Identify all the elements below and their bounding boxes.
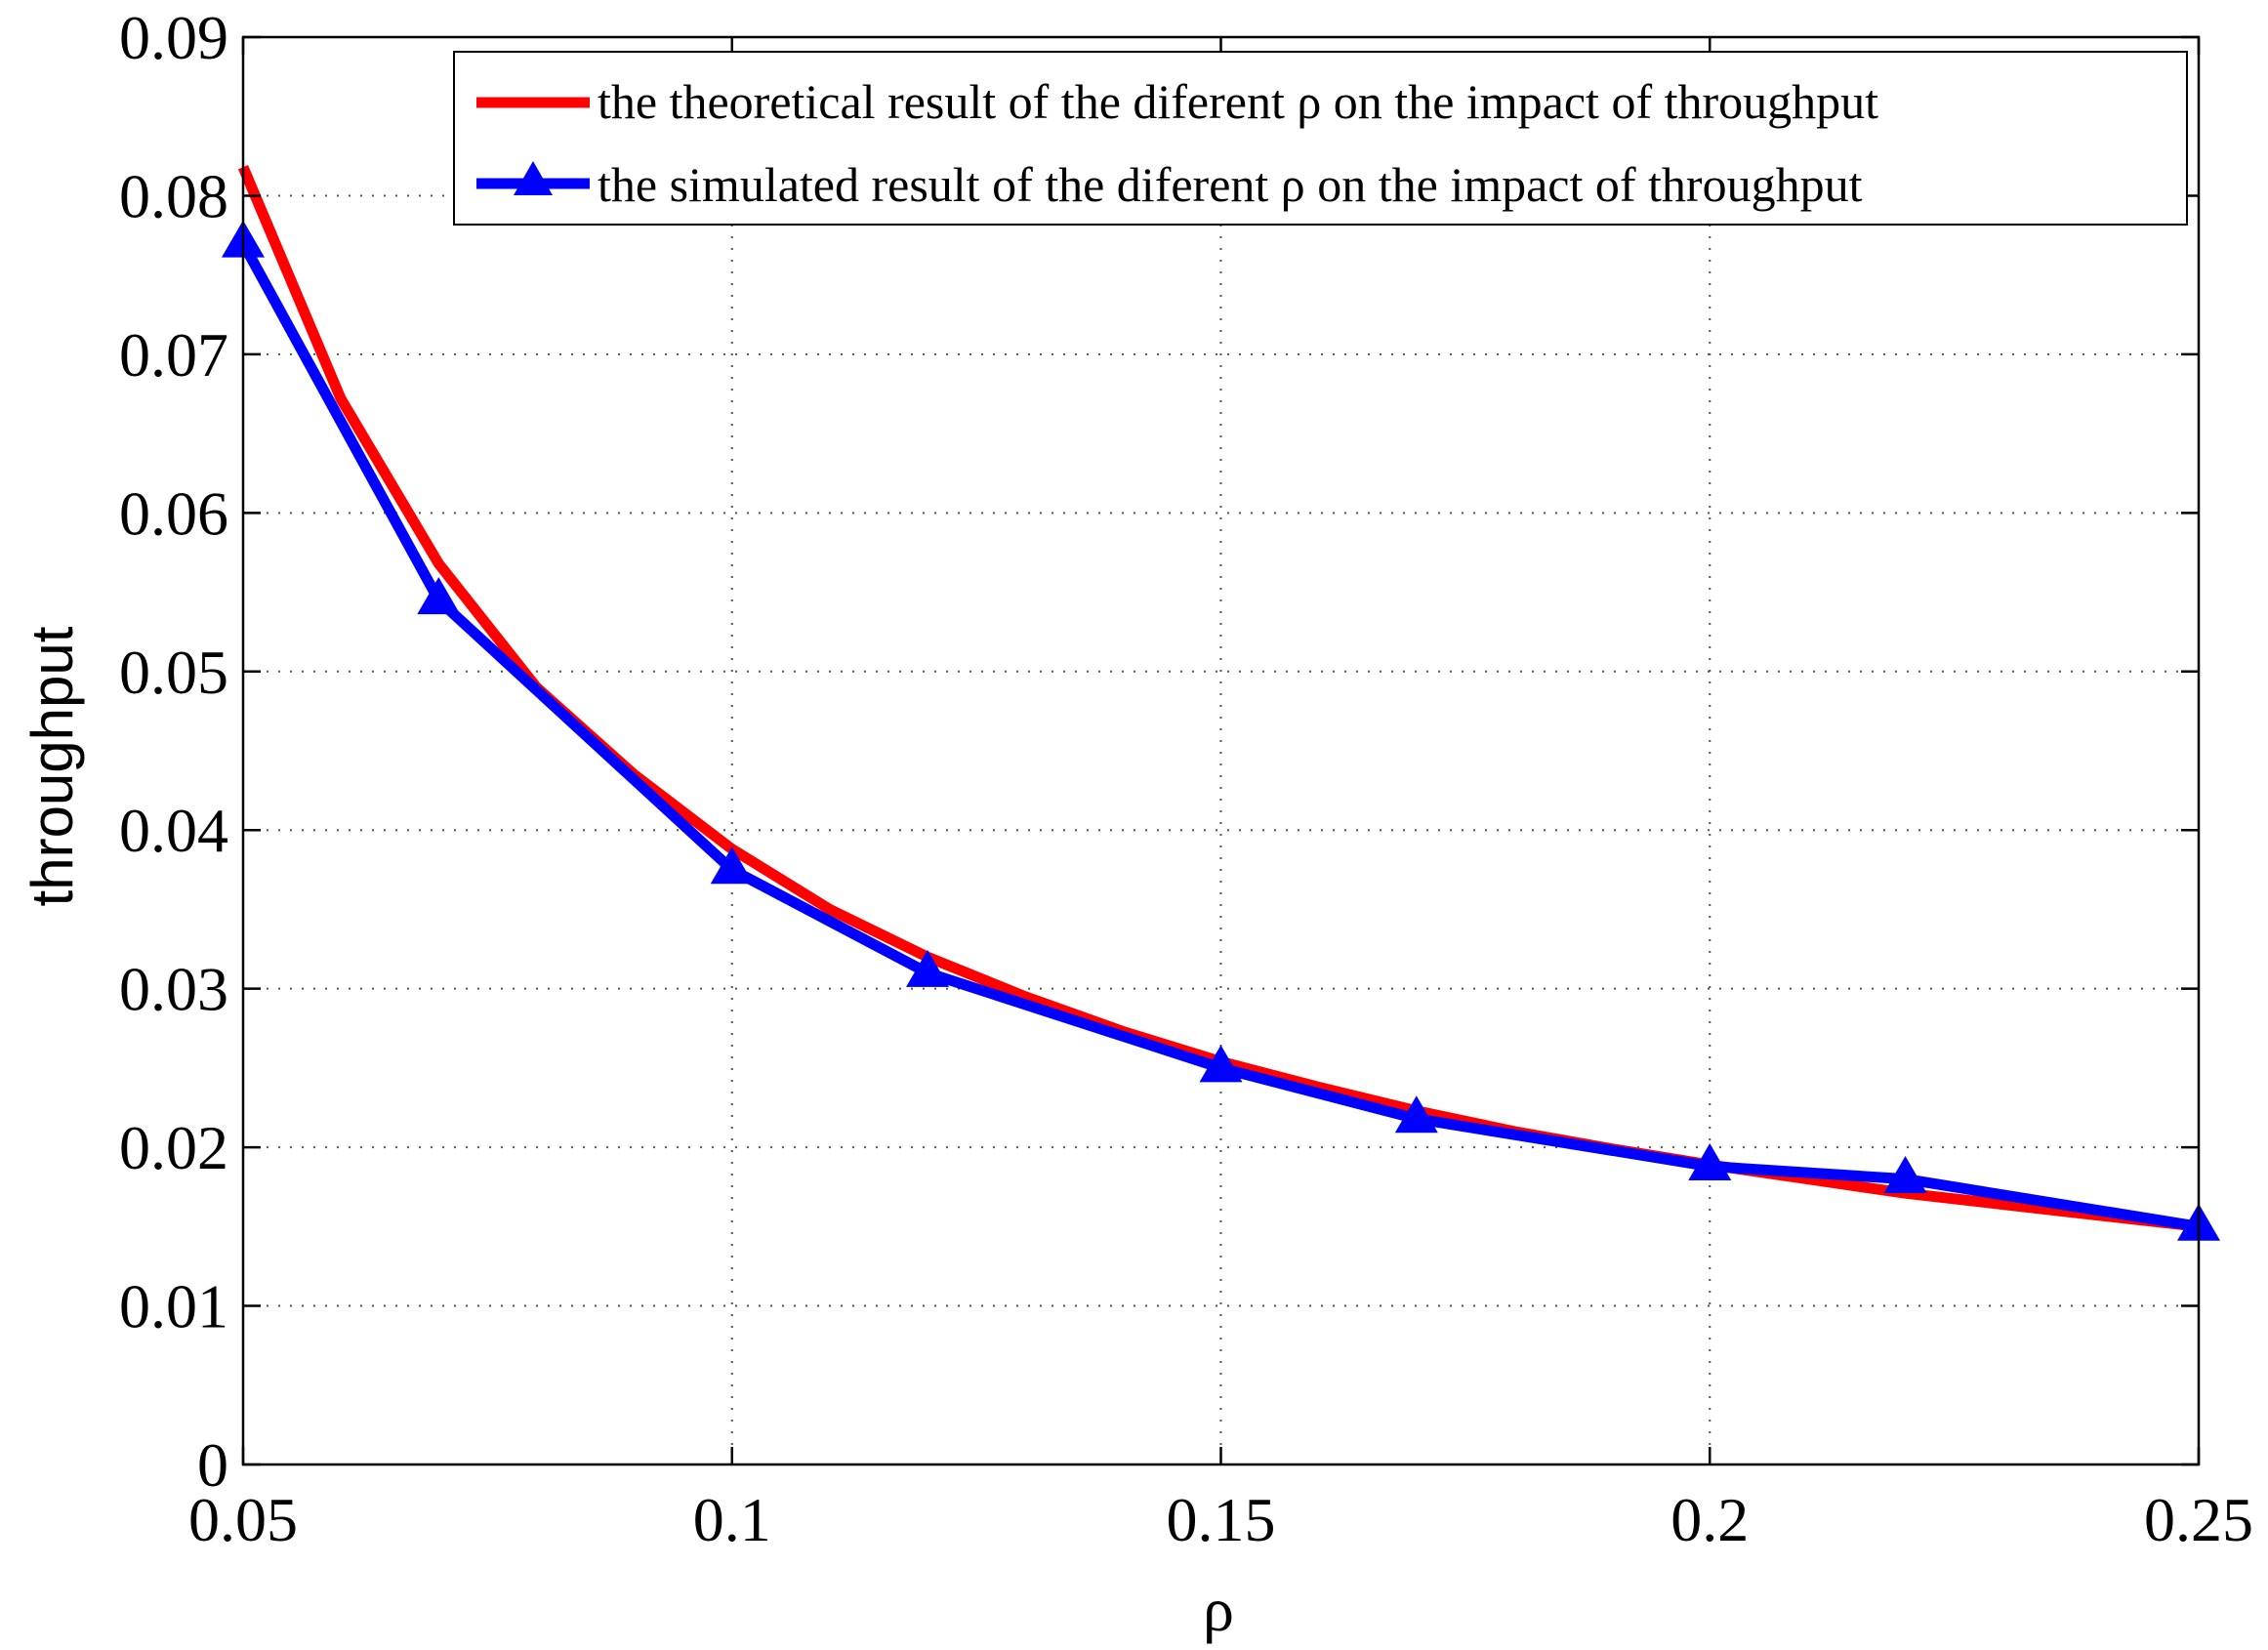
legend-label-simulated: the simulated result of the diferent ρ o… <box>598 157 1863 212</box>
y-tick-label: 0.02 <box>119 1113 228 1182</box>
data-point-simulated <box>906 949 950 987</box>
y-tick-label: 0.03 <box>119 955 228 1024</box>
y-tick-label: 0.06 <box>119 478 228 548</box>
data-point-simulated <box>417 577 461 615</box>
legend-marker-simulated <box>514 161 553 195</box>
data-point-simulated <box>1394 1095 1438 1134</box>
y-tick-label: 0.09 <box>119 3 228 72</box>
x-tick-label: 0.15 <box>1167 1485 1276 1554</box>
data-point-simulated <box>1688 1143 1732 1181</box>
y-axis-label: throughput <box>20 626 85 906</box>
data-point-simulated <box>1199 1045 1243 1083</box>
data-point-simulated <box>710 846 754 885</box>
x-axis-label: ρ <box>1203 1575 1234 1644</box>
y-tick-label: 0.01 <box>119 1272 228 1341</box>
y-tick-label: 0.08 <box>119 161 228 230</box>
legend-label-theoretical: the theoretical result of the diferent ρ… <box>598 74 1878 129</box>
y-tick-label: 0.05 <box>119 638 228 707</box>
x-tick-label: 0.1 <box>693 1485 771 1554</box>
x-tick-label: 0.05 <box>188 1485 298 1554</box>
x-tick-label: 0.2 <box>1670 1485 1749 1554</box>
y-tick-label: 0.04 <box>119 796 228 865</box>
x-tick-label: 0.25 <box>2144 1485 2253 1554</box>
legend-box <box>453 51 2188 226</box>
y-tick-label: 0.07 <box>119 320 228 390</box>
legend: the theoretical result of the diferent ρ… <box>453 51 2188 226</box>
y-tick-label: 0 <box>197 1430 228 1500</box>
data-point-simulated <box>1883 1156 1927 1194</box>
